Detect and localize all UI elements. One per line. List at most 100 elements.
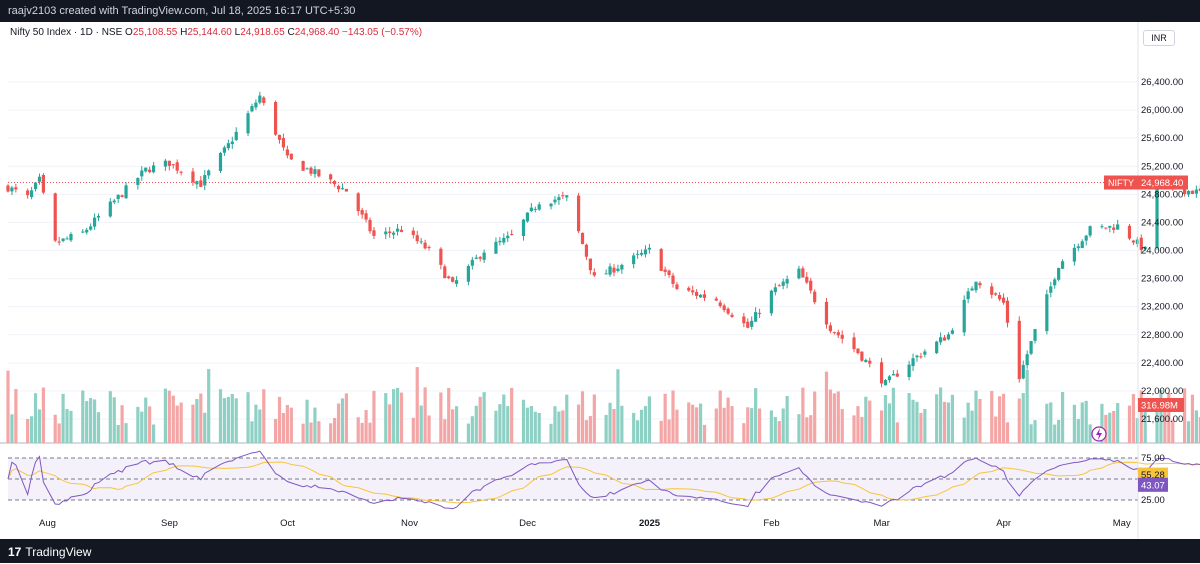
candle-body: [336, 185, 341, 190]
candle-body: [675, 284, 679, 289]
candle-body: [923, 351, 927, 355]
volume-bar: [1108, 412, 1112, 443]
volume-bar: [537, 412, 541, 443]
candle-body: [1190, 190, 1195, 194]
candle-body: [777, 285, 781, 287]
candle-body: [317, 169, 321, 177]
candle-body: [140, 170, 144, 177]
footer-brand[interactable]: TradingView: [25, 544, 92, 559]
candle-body: [360, 209, 364, 215]
candle-body: [226, 143, 230, 149]
rsi-pane: [7, 450, 1200, 510]
candle-body: [222, 147, 227, 153]
candle-body: [167, 160, 171, 166]
volume-bar: [805, 417, 809, 443]
volume-bar: [1198, 417, 1200, 443]
candle-body: [773, 287, 777, 293]
candle-body: [89, 226, 93, 230]
candle-body: [14, 187, 18, 190]
candle-body: [411, 230, 415, 235]
volume-bar: [1163, 400, 1167, 443]
volume-bar: [340, 398, 345, 443]
volume-bar: [1194, 410, 1198, 443]
volume-bar: [399, 392, 404, 443]
legend-low: 24,918.65: [240, 27, 285, 38]
candle-body: [525, 212, 530, 222]
candle-body: [565, 195, 569, 198]
candle-body: [860, 351, 864, 361]
volume-bars: [6, 367, 1200, 443]
volume-bar: [313, 407, 317, 443]
volume-bar: [439, 392, 443, 443]
volume-bar: [360, 422, 364, 443]
legend-h-label: H: [180, 27, 188, 38]
price-tick-label: 24,800.00: [1141, 189, 1183, 200]
time-tick-label: Sep: [161, 518, 178, 529]
chart-svg[interactable]: 26,400.00 26,000.00 25,600.00 25,200.00 24,8…: [0, 22, 1200, 539]
candle-body: [234, 131, 238, 141]
volume-bar: [773, 416, 777, 443]
volume-bar: [1127, 405, 1132, 443]
volume-bar: [53, 414, 57, 443]
price-tick-label: 24,400.00: [1141, 217, 1183, 228]
candle-body: [907, 364, 911, 378]
volume-bar: [447, 387, 451, 443]
volume-bar: [510, 387, 514, 443]
candle-body: [262, 97, 266, 103]
volume-bar: [923, 408, 927, 443]
volume-bar: [962, 417, 966, 443]
candle-body: [919, 356, 923, 358]
candle-body: [1025, 354, 1029, 366]
candle-body: [356, 193, 360, 212]
volume-bar: [632, 412, 636, 443]
volume-bar: [647, 396, 652, 443]
volume-bar: [911, 399, 915, 443]
candle-body: [305, 168, 309, 170]
candle-body: [364, 213, 368, 220]
volume-bar: [151, 424, 156, 443]
volume-bar: [1080, 402, 1084, 443]
currency-button[interactable]: INR: [1143, 30, 1175, 46]
volume-bar: [10, 414, 14, 443]
candle-body: [171, 164, 175, 166]
candle-body: [92, 217, 97, 227]
volume-bar: [1167, 392, 1171, 443]
volume-bar: [533, 411, 537, 443]
chart-area[interactable]: 26,400.00 26,000.00 25,600.00 25,200.00 24,8…: [0, 22, 1200, 539]
volume-bar: [57, 423, 61, 443]
volume-bar: [852, 415, 856, 443]
volume-bar: [639, 409, 644, 443]
candle-body: [451, 277, 455, 282]
candle-body: [994, 293, 998, 295]
volume-bar: [14, 389, 18, 443]
volume-bar: [411, 417, 415, 443]
candle-body: [1053, 279, 1057, 286]
candle-body: [506, 235, 510, 239]
candle-body: [832, 332, 836, 334]
candle-body: [443, 266, 447, 279]
candle-body: [891, 374, 895, 376]
candle-body: [1049, 286, 1053, 293]
volume-bar: [754, 388, 758, 443]
volume-bar: [1017, 398, 1021, 443]
volume-bar: [604, 414, 608, 443]
volume-tag-bg: [1138, 398, 1184, 412]
volume-bar: [1057, 419, 1061, 443]
candle-body: [340, 188, 345, 190]
volume-bar: [1053, 424, 1057, 443]
volume-bar: [1104, 414, 1108, 443]
candle-body: [33, 182, 38, 190]
candle-body: [970, 288, 974, 291]
volume-bar: [92, 399, 97, 443]
candle-body: [549, 203, 553, 207]
candle-body: [1131, 240, 1136, 243]
candle-body: [384, 231, 388, 235]
volume-bar: [742, 423, 746, 443]
volume-bar: [1049, 402, 1053, 443]
candle-body: [553, 199, 557, 203]
volume-bar: [124, 423, 128, 443]
candle-body: [998, 295, 1002, 300]
candle-body: [1001, 297, 1006, 303]
volume-bar: [714, 408, 718, 443]
candle-body: [65, 238, 69, 240]
